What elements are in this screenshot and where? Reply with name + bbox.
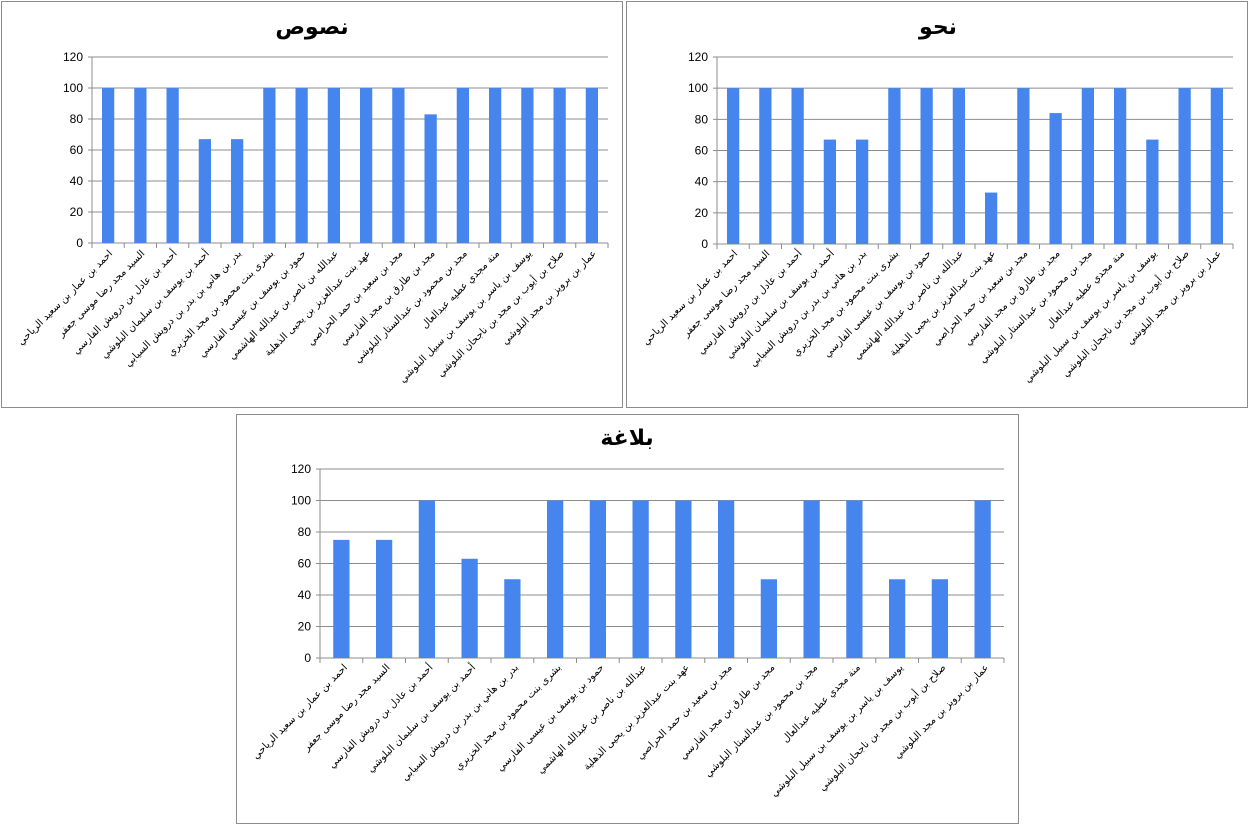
bar [675, 500, 692, 658]
bar [803, 500, 820, 658]
bar [263, 88, 276, 243]
bar [547, 500, 564, 658]
y-tick-label: 0 [304, 651, 311, 665]
y-tick-label: 100 [688, 81, 708, 95]
bar [888, 88, 901, 245]
bar [333, 539, 350, 658]
bar [1178, 88, 1191, 245]
y-tick-label: 60 [695, 144, 709, 158]
bar [718, 500, 735, 658]
x-tick-label: السيد مجد رضا موسى جعفر [301, 662, 393, 754]
bar [424, 114, 437, 243]
chart-panel-nusus: نصوص 0 20 40 60 80 100 120 احمد بن عمار بن سعيد … [1, 1, 623, 408]
bar [230, 139, 244, 243]
y-tick-label: 60 [298, 557, 312, 571]
bar [1081, 88, 1095, 245]
bar [521, 88, 534, 243]
bar [504, 579, 521, 658]
bar [984, 192, 998, 244]
bar [1146, 139, 1159, 244]
bar [359, 88, 373, 243]
y-tick-label: 40 [298, 588, 312, 602]
bar [585, 88, 599, 243]
bar [974, 500, 991, 658]
y-tick-label: 20 [298, 620, 312, 634]
bar [101, 88, 115, 243]
bar [846, 500, 863, 658]
bar [726, 88, 740, 245]
bar [1113, 88, 1127, 245]
y-tick-label: 20 [70, 205, 84, 219]
chart-panel-nahw: نحو 0 20 40 60 80 100 120 احمد بن عمار بن سعيد ا… [626, 1, 1248, 408]
bar [488, 88, 502, 243]
y-tick-label: 100 [63, 81, 83, 95]
bar [823, 139, 837, 244]
bar [931, 579, 948, 658]
bar [134, 88, 147, 243]
x-tick-label: منة مجدي عطيه عبدالعال [780, 662, 863, 745]
y-tick-label: 100 [291, 494, 311, 508]
bar [1210, 88, 1224, 245]
bar [456, 88, 470, 243]
x-tick-label: عمار بن برويز بن مجد البلوشي [892, 662, 991, 761]
bar [327, 88, 341, 243]
bar [791, 88, 804, 245]
chart-panel-balagha: بلاغة 0 20 40 60 80 100 120 احمد بن عمار بن سعيد… [236, 414, 1019, 824]
bar [589, 500, 606, 658]
bar [760, 579, 777, 658]
chart-title: بلاغة [600, 426, 653, 451]
bar [855, 139, 869, 244]
bar [418, 500, 435, 658]
y-tick-label: 20 [695, 206, 709, 220]
bar [553, 88, 566, 243]
y-tick-label: 80 [298, 525, 312, 539]
y-tick-label: 40 [695, 175, 709, 189]
y-tick-label: 40 [70, 174, 84, 188]
y-tick-label: 120 [688, 50, 708, 64]
chart-title: نصوص [275, 15, 348, 40]
chart-title: نحو [918, 15, 957, 40]
y-tick-label: 120 [291, 462, 311, 476]
y-tick-label: 0 [701, 237, 708, 251]
bar [759, 88, 772, 245]
bar [376, 539, 393, 658]
bar [198, 139, 212, 243]
bar [166, 88, 179, 243]
bar [295, 88, 308, 243]
bar [392, 88, 405, 243]
bar [461, 558, 478, 658]
y-tick-label: 0 [76, 236, 83, 250]
bar [920, 88, 933, 245]
x-tick-label: بدر بن هاني بن بدر بن درويش السيابي [748, 248, 869, 369]
bar [1017, 88, 1030, 245]
y-tick-label: 60 [70, 143, 84, 157]
bar [1049, 113, 1062, 244]
bar [889, 579, 906, 658]
x-tick-label: بدر بن هاني بن بدر بن درويش السيابي [123, 248, 244, 369]
bar [632, 500, 649, 658]
y-tick-label: 120 [63, 50, 83, 64]
bar [952, 88, 966, 245]
y-tick-label: 80 [695, 112, 709, 126]
y-tick-label: 80 [70, 112, 84, 126]
